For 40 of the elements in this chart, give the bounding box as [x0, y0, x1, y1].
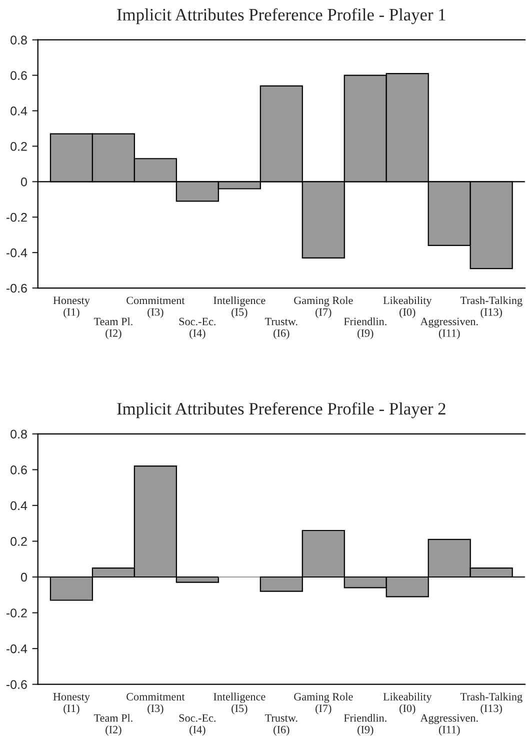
x-tick-label: Friendlin. (I9)	[344, 317, 386, 340]
x-tick-label: Trustw. (I6)	[265, 714, 298, 736]
x-tick-label: Aggressiven. (I11)	[420, 714, 478, 736]
x-tick-label: Trustw. (I6)	[265, 318, 298, 340]
x-tick-label: Team Pl. (I2)	[94, 714, 132, 736]
y-tick-label: 0.6	[10, 71, 27, 80]
x-tick-label: Commitment (I3)	[126, 296, 185, 318]
x-tick-label: Honesty (I1)	[53, 693, 90, 714]
y-tick-label: -0.4	[6, 644, 28, 654]
y-tick-label: 0.4	[10, 106, 28, 116]
x-tick-label: Commitment (I3)	[126, 693, 185, 714]
y-tick-label: 0	[20, 572, 27, 582]
y-tick-label: 0.4	[10, 501, 28, 510]
chart-title: Implicit Attributes Preference Profile - Player 1	[117, 8, 446, 24]
y-tick-label: 0.2	[10, 142, 27, 151]
y-tick-label: -0.2	[6, 212, 27, 222]
x-tick-label: Trash-Talking (I13)	[460, 296, 522, 318]
y-tick-label: -0.4	[6, 248, 28, 258]
x-tick-label: Soc.-Ec. (I4)	[179, 714, 216, 736]
x-tick-label: Soc.-Ec. (I4)	[179, 318, 216, 340]
y-tick-label: 0.8	[10, 430, 27, 439]
x-tick-label: Intelligence (I5)	[214, 692, 266, 714]
y-tick-label: 0.2	[10, 537, 27, 546]
y-tick-label: -0.6	[6, 284, 27, 293]
x-tick-label: Gaming Role (I7)	[294, 296, 353, 318]
y-tick-label: 0.6	[10, 465, 27, 474]
x-tick-label: Honesty (I1)	[53, 296, 90, 318]
x-tick-label: Team Pl. (I2)	[94, 317, 132, 340]
y-tick-label: 0	[20, 177, 27, 186]
x-tick-label: Likeability (I0)	[383, 296, 432, 318]
y-tick-label: -0.6	[6, 680, 27, 689]
x-tick-label: Gaming Role (I7)	[294, 692, 353, 714]
x-tick-label: Friendlin. (I9)	[344, 714, 386, 736]
x-tick-label: Aggressiven. (I11)	[420, 318, 478, 340]
x-tick-label: Trash-Talking (I13)	[460, 692, 522, 714]
y-tick-label: 0.8	[10, 36, 27, 45]
chart-title: Implicit Attributes Preference Profile - Player 2	[117, 402, 446, 418]
y-tick-label: -0.2	[6, 608, 27, 618]
x-tick-label: Likeability (I0)	[383, 692, 432, 714]
x-tick-label: Intelligence (I5)	[214, 296, 266, 318]
